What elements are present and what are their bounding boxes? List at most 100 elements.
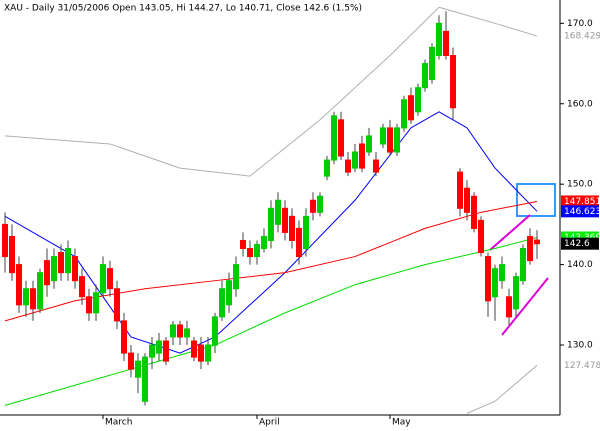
candle-body [261,235,267,250]
candle-body [65,248,71,274]
candle-body [317,195,323,213]
y-tick-label: 140.0 [567,260,593,270]
candle-body [492,268,498,298]
candle-body [394,127,400,153]
candle-body [9,235,15,274]
candle-body [23,288,29,306]
candle-body [149,344,155,358]
candle-body [289,215,295,241]
y-tick-label: 130.0 [567,341,593,351]
candle-body [86,296,92,314]
indicator-line [466,364,538,414]
candle-body [121,320,127,354]
candle-body [303,215,309,250]
candle-body [44,260,50,286]
price-label-box [561,205,599,218]
candle-body [485,256,491,302]
candle-body [429,46,435,81]
candle-body [37,272,43,310]
price-label: 142.6 [564,239,590,249]
y-tick-label: 170.0 [567,19,593,29]
price-label-box [561,237,599,250]
candle-body [205,344,211,362]
candle-body [219,288,225,318]
candle-body [128,352,134,370]
candle-body [401,99,407,129]
price-label: 168.429 [564,31,600,41]
candle-body [177,324,183,338]
candle-body [513,276,519,310]
candle-body [471,195,477,229]
candle-body [58,252,64,274]
price-label: 147.851 [564,197,600,207]
candle-body [296,227,302,258]
candle-body [254,243,260,258]
candle-body [310,199,316,213]
candle-body [247,248,253,258]
candle-body [415,87,421,113]
candle-body [520,248,526,282]
candle-body [51,256,57,282]
price-label-box [561,195,599,208]
candle-body [457,171,463,209]
candle-body [30,288,36,310]
x-tick-label: March [105,418,132,428]
candle-body [72,256,78,282]
price-label-box [561,359,599,372]
trend-line [489,214,531,251]
candle-body [100,264,106,294]
candle-body [443,30,449,56]
candle-body [387,127,393,153]
candle-body [198,344,204,362]
candle-body [359,143,365,169]
candle-body [135,360,141,378]
candle-body [268,207,274,241]
candle-body [422,63,428,89]
candle-body [240,239,246,250]
price-label-box [561,29,599,42]
candle-body [142,356,148,402]
candle-body [282,207,288,233]
candle-body [450,54,456,109]
candle-body [464,187,470,213]
candle-body [324,159,330,177]
candle-body [338,119,344,157]
indicator-line [4,237,538,406]
candle-body [2,223,8,258]
candle-body [212,316,218,346]
chart-title: XAU - Daily 31/05/2006 Open 143.05, Hi 1… [4,4,362,14]
trend-line [501,277,549,336]
x-tick-label: May [392,418,411,428]
highlight-box [516,183,556,217]
candle-body [506,296,512,318]
candle-body [184,328,190,338]
candle-body [436,22,442,56]
candle-body [373,159,379,173]
candle-body [107,268,113,290]
candle-body [114,288,120,322]
y-tick-label: 150.0 [567,180,593,190]
x-tick-label: April [259,418,280,428]
candle-body [170,324,176,338]
candle-body [408,95,414,121]
candle-body [233,264,239,290]
candle-body [534,239,540,245]
y-tick-label: 160.0 [567,99,593,109]
candle-body [93,292,99,314]
candle-body [499,264,505,282]
candle-body [275,199,281,225]
candle-body [226,280,232,306]
price-label: 127.478 [564,361,600,371]
candle-body [380,127,386,145]
price-label: 146.623 [564,207,600,217]
candle-body [345,159,351,173]
candle-body [163,340,169,362]
candle-body [331,115,337,161]
candle-body [16,264,22,306]
candle-body [478,219,484,254]
candle-body [527,235,533,262]
candle-body [352,151,358,169]
candle-body [191,340,197,358]
